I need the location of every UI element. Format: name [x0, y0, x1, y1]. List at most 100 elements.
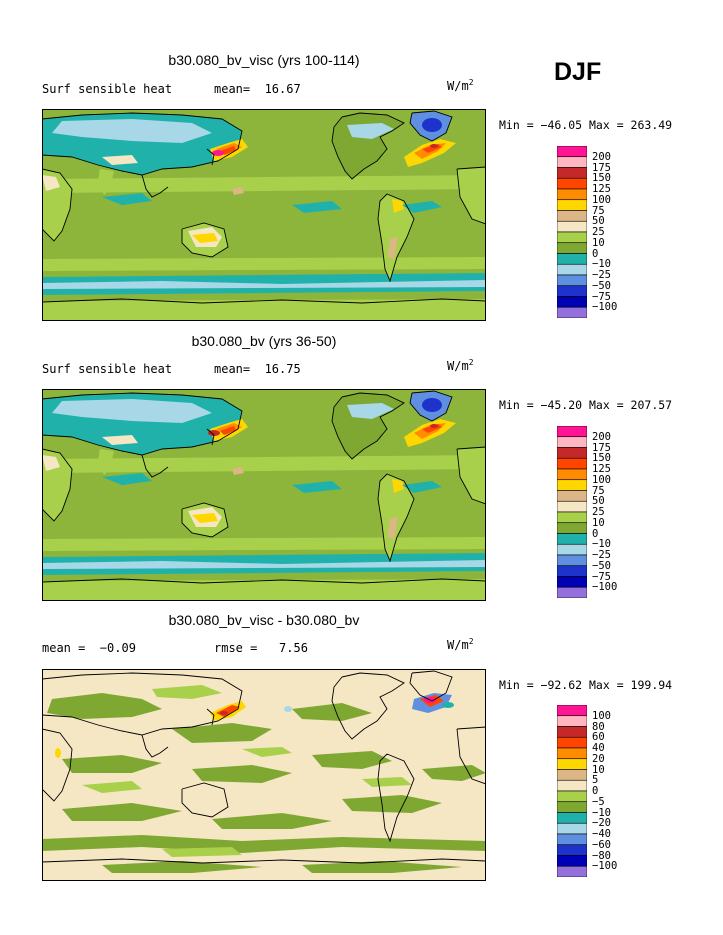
- colorbar-label: 75: [592, 484, 605, 497]
- map-frame: [42, 109, 486, 321]
- coastline: [141, 454, 169, 478]
- colorbar-label: −10: [592, 258, 611, 271]
- colorbar-swatch: [557, 210, 587, 222]
- map-frame: [42, 669, 486, 881]
- colorbar-label: −50: [592, 279, 611, 292]
- colorbar-label: −75: [592, 570, 611, 583]
- map-region: [52, 119, 212, 143]
- colorbar-label: 25: [592, 506, 605, 518]
- colorbar-swatch: [557, 426, 587, 438]
- colorbar-label: −100: [592, 860, 618, 873]
- colorbar-label: 150: [592, 452, 611, 465]
- season-label: DJF: [554, 58, 602, 86]
- colorbar-swatch: [557, 242, 587, 254]
- colorbar-swatch: [557, 490, 587, 502]
- map-region: [292, 703, 372, 721]
- colorbar-swatch: [557, 479, 587, 491]
- colorbar-swatch: [557, 146, 587, 158]
- colorbar-label: 5: [592, 774, 599, 787]
- coastline: [42, 392, 243, 456]
- coastline: [42, 168, 73, 242]
- map-frame: [42, 389, 486, 601]
- coastline: [409, 670, 453, 702]
- map-region: [422, 118, 442, 132]
- coastline: [141, 174, 169, 198]
- map-region: [162, 847, 242, 857]
- map-region: [98, 449, 114, 475]
- colorbar-swatch: [557, 822, 587, 835]
- colorbar-label: 100: [592, 473, 611, 486]
- map-region: [42, 537, 486, 551]
- map-region: [422, 398, 442, 412]
- colorbar-swatch: [557, 231, 587, 244]
- map-region: [98, 169, 114, 195]
- colorbar-label: 100: [592, 193, 611, 206]
- colorbar-swatch: [557, 844, 587, 856]
- map-region: [388, 517, 398, 539]
- colorbar-label: 0: [592, 785, 599, 797]
- colorbar-swatch: [557, 758, 587, 770]
- colorbar-swatch: [557, 306, 587, 318]
- colorbar-swatch: [557, 447, 587, 459]
- map-region: [42, 175, 60, 191]
- colorbar-swatch: [557, 177, 587, 190]
- colorbar-swatch: [557, 274, 587, 287]
- colorbar-label: −20: [592, 817, 611, 830]
- coastline: [206, 148, 215, 166]
- colorbar-swatch: [557, 533, 587, 545]
- colorbar-label: 0: [592, 527, 599, 540]
- colorbar-swatch: [557, 554, 587, 567]
- colorbar-label: −40: [592, 828, 611, 840]
- panel-3-rmse: rmse = 7.56: [214, 641, 308, 655]
- map-region: [172, 723, 272, 743]
- colorbar-swatch: [557, 457, 587, 470]
- colorbar-swatch: [557, 801, 587, 813]
- panel-1-minmax: Min = −46.05 Max = 263.49: [499, 118, 673, 132]
- map-region: [392, 479, 404, 493]
- colorbar-label: −25: [592, 269, 611, 281]
- coastline: [456, 166, 486, 225]
- panel-1-units: W/m2: [447, 78, 474, 93]
- map-region: [402, 201, 442, 213]
- map-region: [232, 467, 244, 475]
- panel-1-map: [42, 109, 486, 321]
- colorbar-label: 10: [592, 236, 605, 249]
- map-region: [362, 777, 412, 787]
- map-region: [42, 175, 486, 193]
- panel-2-minmax: Min = −45.20 Max = 207.57: [499, 398, 673, 412]
- map-region: [42, 455, 60, 471]
- colorbar-swatch: [557, 436, 587, 448]
- colorbar-label: 80: [592, 720, 605, 733]
- map-region: [292, 481, 342, 493]
- colorbar-label: 20: [592, 752, 605, 765]
- coastline: [181, 502, 229, 538]
- colorbar-swatch: [557, 855, 587, 867]
- colorbar-label: 75: [592, 204, 605, 217]
- colorbar-label: −25: [592, 549, 611, 561]
- colorbar-swatch: [557, 565, 587, 577]
- colorbar-swatch: [557, 188, 587, 201]
- coastline: [206, 428, 215, 446]
- map-region: [42, 280, 486, 289]
- colorbar-label: 10: [592, 516, 605, 529]
- map-region: [388, 237, 398, 259]
- colorbar-swatch: [557, 500, 587, 513]
- coastline: [42, 728, 73, 802]
- map-region: [392, 199, 404, 213]
- panel-1-mean: mean= 16.67: [214, 82, 301, 96]
- colorbar-label: −60: [592, 838, 611, 851]
- colorbar-label: 40: [592, 742, 605, 754]
- coastline: [42, 298, 486, 304]
- panel-2-mean: mean= 16.75: [214, 362, 301, 376]
- panel-2-units: W/m2: [447, 358, 474, 373]
- colorbar-swatch: [557, 543, 587, 556]
- coastline: [331, 112, 405, 180]
- map-region: [212, 150, 224, 156]
- coastline: [377, 473, 415, 563]
- colorbar-label: −100: [592, 581, 618, 594]
- coastline: [331, 392, 405, 460]
- map-region: [102, 473, 152, 485]
- map-region: [47, 693, 162, 719]
- map-region: [347, 123, 394, 139]
- map-region: [192, 233, 218, 243]
